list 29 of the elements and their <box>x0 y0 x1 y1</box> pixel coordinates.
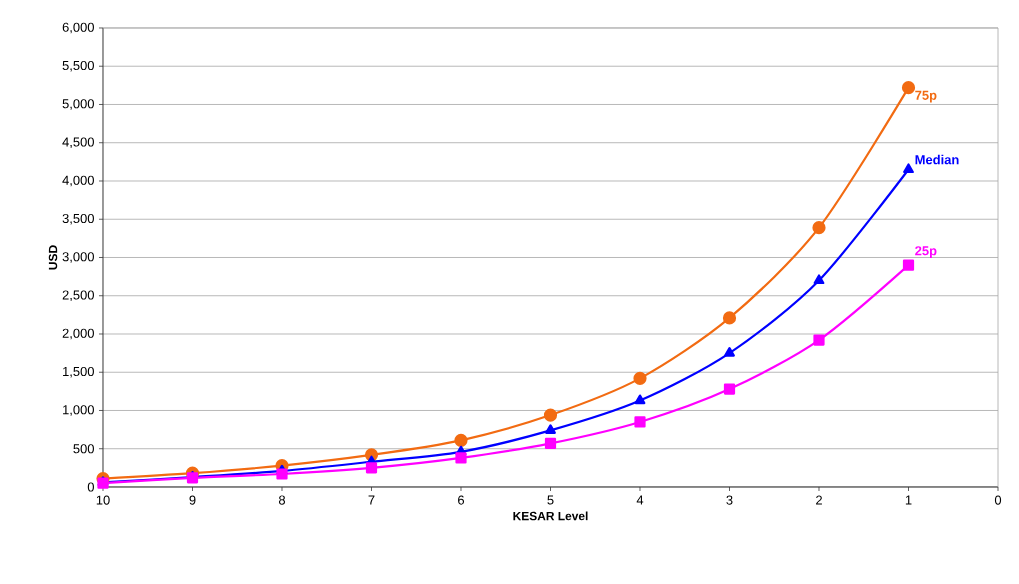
y-tick-label: 5,500 <box>62 60 94 72</box>
x-tick-label: 5 <box>547 495 554 505</box>
y-tick-label: 3,500 <box>62 213 94 225</box>
series-label: Median <box>915 154 959 165</box>
y-tick-label: 500 <box>73 444 94 454</box>
x-tick-label: 9 <box>189 495 196 505</box>
y-axis-title: USD <box>48 245 58 270</box>
x-axis-title: KESAR Level <box>513 511 588 521</box>
y-tick-label: 2,000 <box>62 328 94 340</box>
x-tick-label: 6 <box>458 495 465 505</box>
x-tick-label: 7 <box>368 495 375 505</box>
x-tick-label: 8 <box>278 495 286 505</box>
x-tick-label: 1 <box>905 495 912 505</box>
y-tick-label: 2,500 <box>62 290 94 302</box>
y-tick-label: 3,000 <box>62 252 94 263</box>
y-tick-label: 0 <box>87 482 94 492</box>
y-tick-label: 4,500 <box>62 137 94 149</box>
series-label: 25p <box>915 246 937 258</box>
series-label: 75p <box>915 90 937 103</box>
x-tick-label: 2 <box>816 495 822 505</box>
y-tick-label: 4,000 <box>62 175 94 187</box>
x-tick-label: 4 <box>636 495 644 505</box>
x-tick-label: 10 <box>96 495 110 505</box>
y-tick-label: 1,500 <box>63 366 94 378</box>
x-tick-label: 3 <box>726 495 733 505</box>
x-tick-label: 0 <box>994 495 1002 505</box>
y-tick-label: 1,000 <box>63 405 94 416</box>
y-tick-label: 5,000 <box>62 99 94 110</box>
y-tick-label: 6,000 <box>62 22 94 34</box>
